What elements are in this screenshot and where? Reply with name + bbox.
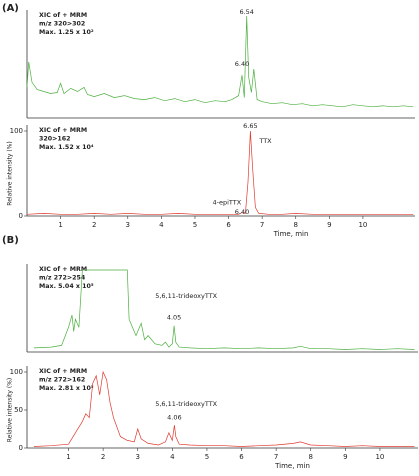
info-line: XIC of + MRM — [39, 266, 87, 273]
info-line: 320>162 — [39, 136, 71, 143]
trace — [33, 269, 415, 350]
trace — [26, 130, 414, 215]
peak-label: 6.54 — [239, 8, 253, 16]
x-tick-label: 3 — [126, 221, 130, 229]
info-line: Max. 1.25 x 10² — [39, 29, 94, 36]
panel-label: (B) — [2, 235, 19, 246]
x-tick-label: 2 — [92, 221, 96, 229]
x-tick-label: 3 — [135, 453, 139, 461]
info-line: m/z 320>302 — [39, 21, 85, 28]
x-axis-label: Time, min — [273, 230, 309, 238]
peak-label: 4.06 — [167, 414, 181, 422]
info-line: Max. 2.81 x 10⁵ — [39, 385, 94, 392]
peak-label: 6.40 — [235, 208, 249, 216]
x-tick-label: 10 — [358, 221, 367, 229]
peak-label: 6.40 — [235, 60, 249, 68]
x-tick-label: 7 — [274, 453, 278, 461]
info-line: Max. 5.04 x 10⁵ — [39, 283, 94, 290]
x-tick-label: 8 — [309, 453, 313, 461]
x-tick-label: 6 — [239, 453, 244, 461]
x-tick-label: 4 — [170, 453, 175, 461]
x-tick-label: 4 — [159, 221, 164, 229]
peak-label: 4.05 — [167, 314, 181, 322]
info-line: m/z 272>162 — [39, 377, 85, 384]
x-tick-label: 9 — [343, 453, 347, 461]
peak-label: 4-epiTTX — [213, 198, 242, 206]
x-tick-label: 2 — [101, 453, 105, 461]
x-tick-label: 5 — [193, 221, 197, 229]
x-tick-label: 10 — [375, 453, 384, 461]
y-axis-label: Relative intensity (%) — [7, 141, 14, 205]
y-tick-label: 100 — [10, 127, 23, 135]
x-tick-label: 1 — [58, 221, 62, 229]
y-tick-label: 50 — [14, 406, 23, 414]
y-axis-label: Relative intensity (%) — [7, 378, 14, 442]
peak-label: 5,6,11-trideoxyTTX — [155, 400, 217, 408]
x-tick-label: 6 — [226, 221, 231, 229]
x-tick-label: 8 — [294, 221, 298, 229]
info-line: XIC of + MRM — [39, 12, 87, 19]
x-tick-label: 5 — [205, 453, 209, 461]
trace — [26, 15, 414, 108]
peak-label: 5,6,11-trideoxyTTX — [155, 292, 217, 300]
info-line: m/z 272>254 — [39, 275, 86, 282]
info-line: Max. 1.52 x 10⁴ — [39, 144, 94, 151]
x-axis-label: Time, min — [274, 462, 310, 470]
peak-label: TTX — [258, 137, 272, 145]
info-line: XIC of + MRM — [39, 127, 87, 134]
info-line: XIC of + MRM — [39, 368, 87, 375]
x-tick-label: 7 — [260, 221, 264, 229]
y-tick-label: 0 — [19, 212, 23, 220]
y-tick-label: 100 — [10, 368, 23, 376]
panel-label: (A) — [2, 3, 19, 14]
y-tick-label: 0 — [19, 444, 23, 452]
x-tick-label: 1 — [66, 453, 70, 461]
peak-label: 6.65 — [243, 122, 257, 130]
trace — [33, 370, 415, 447]
x-tick-label: 9 — [327, 221, 331, 229]
